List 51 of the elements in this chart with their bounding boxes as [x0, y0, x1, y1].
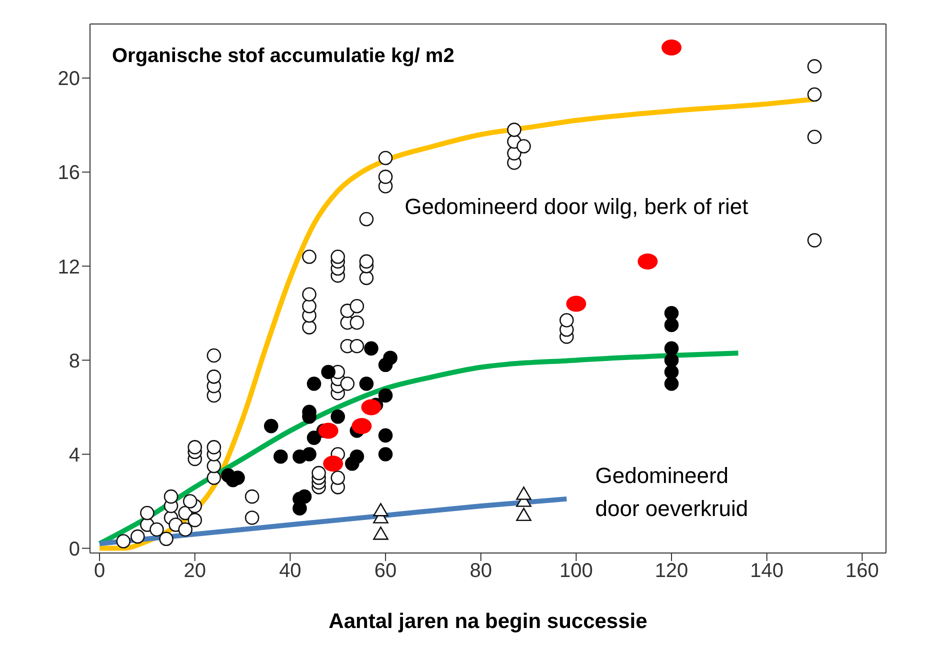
- annotation: Gedomineerd door wilg, berk of riet: [404, 193, 748, 222]
- y-tick-label: 4: [68, 444, 80, 466]
- point: [352, 418, 372, 434]
- x-tick-label: 40: [279, 560, 302, 582]
- y-tick-label: 16: [58, 162, 80, 184]
- point: [318, 422, 338, 439]
- point: [566, 296, 586, 312]
- point: [664, 318, 679, 332]
- point: [638, 253, 658, 270]
- point: [378, 428, 393, 443]
- point: [306, 430, 322, 445]
- point: [383, 350, 398, 366]
- x-tick-label: 60: [374, 560, 397, 582]
- y-tick-label: 8: [68, 350, 80, 372]
- point: [361, 399, 382, 416]
- point: [516, 486, 532, 500]
- point: [323, 456, 344, 472]
- point: [378, 388, 393, 403]
- point: [664, 306, 679, 320]
- point: [330, 409, 346, 424]
- point: [662, 40, 682, 56]
- y-tick-label: 20: [58, 68, 80, 90]
- point: [516, 508, 532, 522]
- point: [264, 418, 278, 434]
- x-tick-label: 100: [559, 560, 593, 582]
- point: [373, 526, 388, 540]
- point: [378, 447, 393, 462]
- x-axis-title: Aantal jaren na begin successie: [328, 610, 648, 633]
- point: [373, 503, 388, 516]
- x-tick-label: 80: [470, 560, 492, 582]
- x-tick-label: 140: [750, 560, 784, 582]
- x-tick-label: 120: [654, 560, 688, 582]
- point: [364, 341, 378, 356]
- x-tick-label: 0: [94, 560, 106, 582]
- x-tick-label: 20: [184, 560, 206, 582]
- point: [664, 376, 679, 391]
- point: [306, 376, 322, 391]
- point: [297, 489, 312, 504]
- y-tick-label: 12: [58, 256, 80, 278]
- y-tick-label: 0: [68, 538, 80, 560]
- point: [274, 449, 288, 464]
- point: [359, 376, 374, 391]
- point: [302, 447, 316, 462]
- point: [664, 353, 679, 368]
- point: [664, 364, 679, 380]
- point: [350, 449, 364, 464]
- point: [664, 341, 679, 356]
- annotation: Gedomineerd door oeverkruid: [595, 462, 748, 523]
- text: Organische stof accumulatie kg/ m2: [112, 45, 454, 68]
- point: [321, 364, 336, 380]
- x-tick-label: 160: [845, 560, 879, 582]
